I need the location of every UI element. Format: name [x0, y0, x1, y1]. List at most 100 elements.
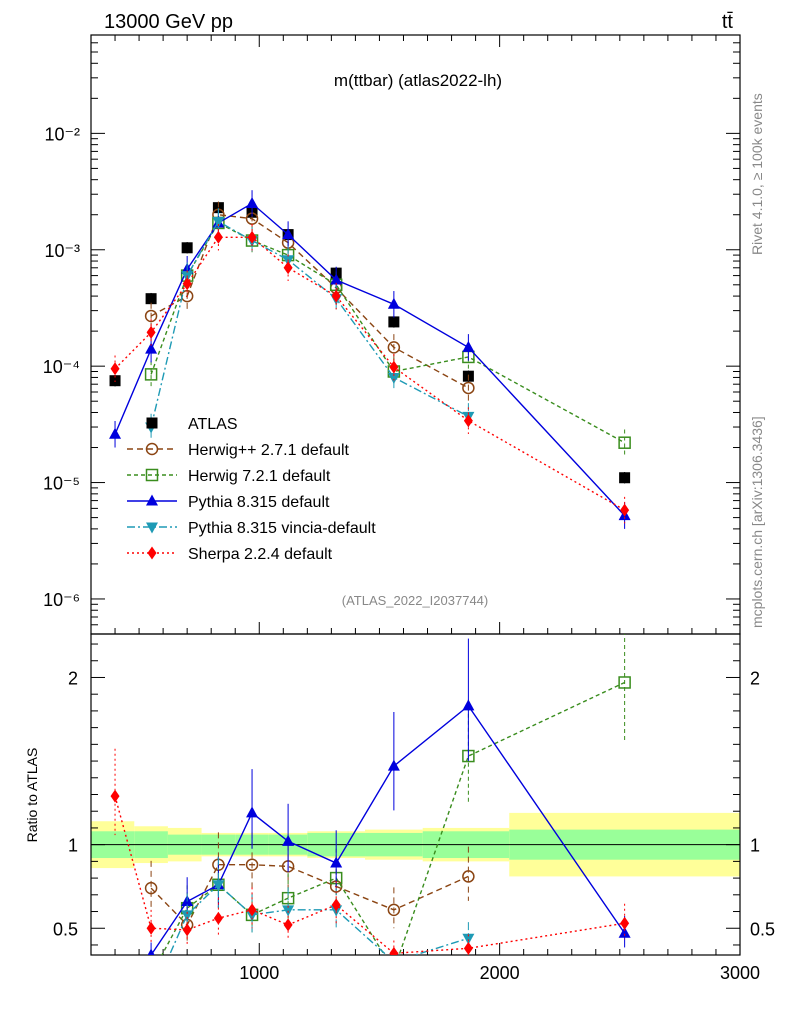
pythia-8-315-default-ratio-point — [462, 699, 475, 711]
y-tick-label: 10⁻⁴ — [43, 357, 80, 377]
herwig-7-2-1-default-ratio-point — [146, 970, 157, 981]
pythia-8-315-default-point — [387, 297, 400, 309]
herwig-2-7-1-default-line — [150, 213, 469, 389]
pythia-8-315-default-point — [282, 228, 295, 240]
sherpa-2-2-4-default-ratio-point — [463, 941, 473, 955]
x-tick-label: 3000 — [720, 963, 760, 983]
herwig-2-7-1-default-point — [387, 341, 401, 354]
x-tick-label: 2000 — [480, 963, 520, 983]
sherpa-2-2-4-default-ratio-point — [110, 789, 120, 803]
sherpa-2-2-4-default-point — [331, 289, 341, 303]
ratio-y-tick-label: 0.5 — [53, 919, 78, 939]
herwig-7-2-1-default-ratio-point — [388, 965, 399, 976]
sherpa-2-2-4-default-ratio-point — [389, 946, 399, 955]
pythia-8-315-vincia-default-ratio-point — [145, 992, 157, 1003]
ratio-y-tick-label: 1 — [68, 836, 78, 856]
pythia-8-315-vincia-default-ratio-point — [212, 880, 225, 892]
pythia-8-315-vincia-default-ratio-point — [181, 910, 194, 922]
atlas-point — [619, 472, 631, 484]
rivet-version-label: Rivet 4.1.0, ≥ 100k events — [749, 93, 765, 255]
herwig-2-7-1-default-ratio-point — [144, 881, 158, 895]
pythia-8-315-default-ratio-point — [282, 834, 295, 846]
herwig-2-7-1-default-point — [144, 309, 158, 323]
pythia-8-315-default-ratio-point — [109, 985, 121, 996]
sherpa-2-2-4-default-point — [110, 362, 120, 376]
legend-marker-pythia-8-315-vincia-default — [146, 522, 158, 534]
herwig-2-7-1-default-ratio-point — [245, 858, 259, 871]
sherpa-2-2-4-default-point — [389, 360, 399, 374]
sherpa-2-2-4-default-point — [463, 414, 473, 428]
y-tick-label: 10⁻³ — [44, 241, 80, 261]
pythia-8-315-default-point — [330, 273, 343, 285]
herwig-7-2-1-default-point — [144, 368, 158, 381]
y-tick-label: 10⁻² — [44, 124, 80, 144]
mcplots-label: mcplots.cern.ch [arXiv:1306.3436] — [749, 416, 765, 628]
ratio-y-tick-label: 2 — [68, 668, 78, 688]
pythia-8-315-default-point — [109, 427, 122, 439]
legend-marker-sherpa-2-2-4-default — [147, 546, 157, 560]
ratio-series-group — [109, 634, 631, 1003]
sherpa-2-2-4-default-ratio-point — [146, 921, 156, 935]
herwig-2-7-1-default-ratio-point — [462, 870, 475, 883]
sherpa-2-2-4-default-line — [114, 236, 625, 511]
sherpa-2-2-4-default-point — [146, 325, 156, 339]
legend-label-herwig-2-7-1-default: Herwig++ 2.7.1 default — [188, 442, 350, 459]
herwig-7-2-1-default-point — [618, 436, 631, 449]
ratio-y-tick-label-right: 2 — [750, 668, 760, 688]
sherpa-2-2-4-default-point — [213, 230, 223, 244]
energy-label: 13000 GeV pp — [104, 11, 233, 33]
legend-label-pythia-8-315-vincia-default: Pythia 8.315 vincia-default — [188, 520, 376, 537]
herwig-2-7-1-default-ratio-point — [387, 903, 401, 917]
sherpa-2-2-4-default-ratio-line — [114, 795, 625, 955]
atlas-point — [145, 293, 157, 305]
atlas-point — [181, 242, 193, 254]
sherpa-2-2-4-default-ratio-point — [331, 898, 341, 912]
legend-marker-herwig-2-7-1-default — [145, 442, 159, 456]
legend-label-sherpa-2-2-4-default: Sherpa 2.2.4 default — [188, 546, 333, 563]
pythia-8-315-default-ratio-point — [246, 806, 259, 818]
sherpa-2-2-4-default-point — [620, 503, 630, 517]
x-tick-label: 1000 — [239, 963, 279, 983]
ratio-y-tick-label-right: 0.5 — [750, 919, 775, 939]
legend-label-atlas: ATLAS — [188, 416, 238, 433]
herwig-7-2-1-default-line — [150, 222, 625, 444]
sherpa-2-2-4-default-ratio-point — [283, 918, 293, 932]
sherpa-2-2-4-default-ratio-point — [182, 923, 192, 937]
pythia-8-315-vincia-default-ratio-point — [462, 933, 475, 945]
pythia-8-315-default-point — [246, 196, 259, 208]
pythia-8-315-vincia-default-point — [212, 216, 225, 228]
pythia-8-315-vincia-default-point — [387, 372, 400, 384]
pythia-8-315-vincia-default-line — [150, 220, 469, 428]
herwig-2-7-1-default-ratio-line — [150, 864, 469, 927]
sherpa-2-2-4-default-ratio-point — [213, 911, 223, 925]
pythia-8-315-vincia-default-ratio-line — [168, 883, 469, 955]
herwig-2-7-1-default-point — [462, 381, 475, 395]
pythia-8-315-default-point — [462, 340, 475, 352]
pythia-8-315-default-point — [145, 342, 158, 354]
pythia-8-315-default-ratio-point — [147, 948, 155, 955]
chart-title: m(ttbar) (atlas2022-lh) — [334, 71, 502, 90]
ratio-axis-label: Ratio to ATLAS — [24, 748, 40, 843]
atlas-point — [212, 202, 224, 214]
legend-marker-pythia-8-315-default — [146, 494, 158, 506]
pythia-8-315-vincia-default-ratio-point — [388, 957, 400, 968]
legend-label-pythia-8-315-default: Pythia 8.315 default — [188, 494, 330, 511]
sherpa-2-2-4-default-point — [182, 277, 192, 291]
sherpa-2-2-4-default-point — [283, 261, 293, 275]
y-tick-label: 10⁻⁵ — [43, 474, 80, 494]
main-plot-frame — [90, 34, 741, 635]
legend-marker-atlas — [146, 417, 158, 429]
process-label: tt̄ — [722, 11, 734, 33]
ratio-y-tick-label-right: 1 — [750, 836, 760, 856]
herwig-7-2-1-default-ratio-point — [618, 676, 631, 689]
pythia-8-315-default-ratio-point — [387, 759, 400, 771]
y-tick-label: 10⁻⁶ — [43, 590, 80, 610]
pythia-8-315-default-ratio-point — [330, 856, 343, 868]
sherpa-2-2-4-default-ratio-point — [620, 916, 630, 930]
sherpa-2-2-4-default-ratio-point — [247, 903, 257, 917]
main-series-group — [109, 190, 631, 529]
pythia-8-315-default-ratio-point — [618, 926, 631, 938]
sherpa-2-2-4-default-point — [247, 230, 257, 244]
herwig-7-2-1-default-ratio-line — [161, 681, 625, 955]
